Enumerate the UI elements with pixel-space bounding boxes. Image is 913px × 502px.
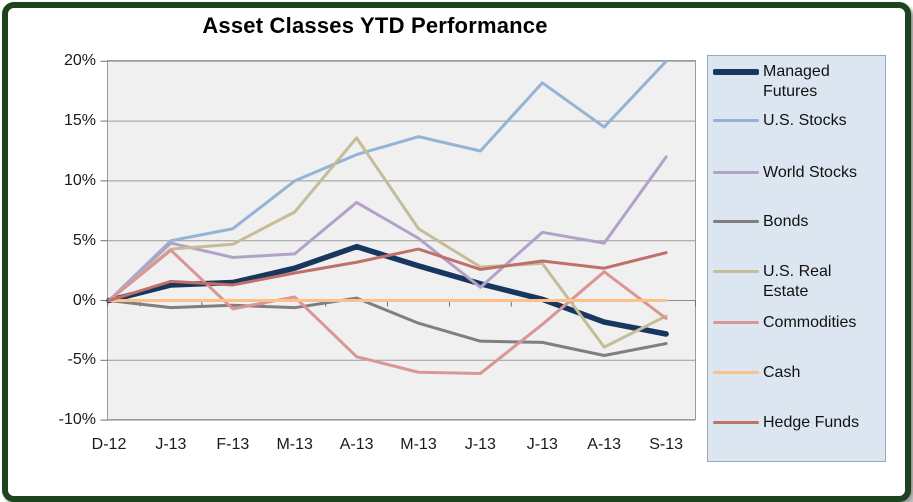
x-axis-label: A-13 bbox=[587, 436, 622, 453]
y-axis-label: 0% bbox=[72, 291, 96, 309]
legend-label: Hedge Funds bbox=[763, 414, 860, 431]
legend-label: Commodities bbox=[763, 314, 857, 331]
x-axis-label: J-13 bbox=[464, 436, 496, 453]
legend-item-bonds: Bonds bbox=[713, 212, 881, 232]
x-axis-label: J-13 bbox=[526, 436, 558, 453]
chart-title: Asset Classes YTD Performance bbox=[202, 13, 548, 38]
legend-label: U.S. Stocks bbox=[763, 112, 847, 129]
y-axis-label: 10% bbox=[63, 171, 96, 189]
plot-background bbox=[107, 60, 696, 420]
x-axis-label: M-13 bbox=[276, 436, 313, 453]
legend-line-swatch bbox=[713, 119, 759, 122]
x-axis-label: J-13 bbox=[155, 436, 187, 453]
series-line-hedge-funds bbox=[107, 247, 668, 302]
legend-line-swatch bbox=[713, 171, 759, 174]
x-axis-label: S-13 bbox=[649, 436, 683, 453]
legend-line-swatch bbox=[713, 69, 759, 75]
legend-item-u-s-real-estate: U.S. Real Estate bbox=[713, 262, 881, 301]
y-axis-label: 5% bbox=[72, 231, 96, 249]
legend-label: Bonds bbox=[763, 213, 809, 230]
legend-label: World Stocks bbox=[763, 164, 857, 181]
legend-item-commodities: Commodities bbox=[713, 313, 881, 333]
x-axis-label: D-12 bbox=[91, 436, 127, 453]
x-axis-label: M-13 bbox=[400, 436, 437, 453]
legend: Managed Futures U.S. Stocks World Stocks Bo… bbox=[707, 55, 886, 462]
legend-item-managed-futures: Managed Futures bbox=[713, 62, 881, 101]
legend-item-world-stocks: World Stocks bbox=[713, 163, 881, 183]
series-line-commodities bbox=[107, 248, 668, 375]
legend-line-swatch bbox=[713, 371, 759, 374]
x-axis-label: A-13 bbox=[339, 436, 374, 453]
y-axis-label: -10% bbox=[58, 411, 96, 429]
legend-line-swatch bbox=[713, 270, 759, 273]
legend-line-swatch bbox=[713, 421, 759, 424]
x-axis-label: F-13 bbox=[216, 436, 250, 453]
series-line-u-s-real-estate bbox=[107, 136, 668, 349]
legend-label: Managed Futures bbox=[763, 63, 830, 100]
legend-line-swatch bbox=[713, 220, 759, 223]
series-line-bonds bbox=[107, 296, 668, 358]
series-line-world-stocks bbox=[107, 155, 668, 302]
legend-item-u-s-stocks: U.S. Stocks bbox=[713, 111, 881, 131]
legend-label: U.S. Real Estate bbox=[763, 263, 832, 300]
y-axis-label: -5% bbox=[67, 351, 96, 369]
legend-item-hedge-funds: Hedge Funds bbox=[713, 413, 881, 433]
legend-label: Cash bbox=[763, 364, 801, 381]
legend-line-swatch bbox=[713, 321, 759, 324]
legend-item-cash: Cash bbox=[713, 363, 881, 383]
y-axis-label: 20% bbox=[63, 52, 96, 70]
y-axis-label: 15% bbox=[63, 112, 96, 130]
series-line-u-s-stocks bbox=[107, 59, 668, 302]
